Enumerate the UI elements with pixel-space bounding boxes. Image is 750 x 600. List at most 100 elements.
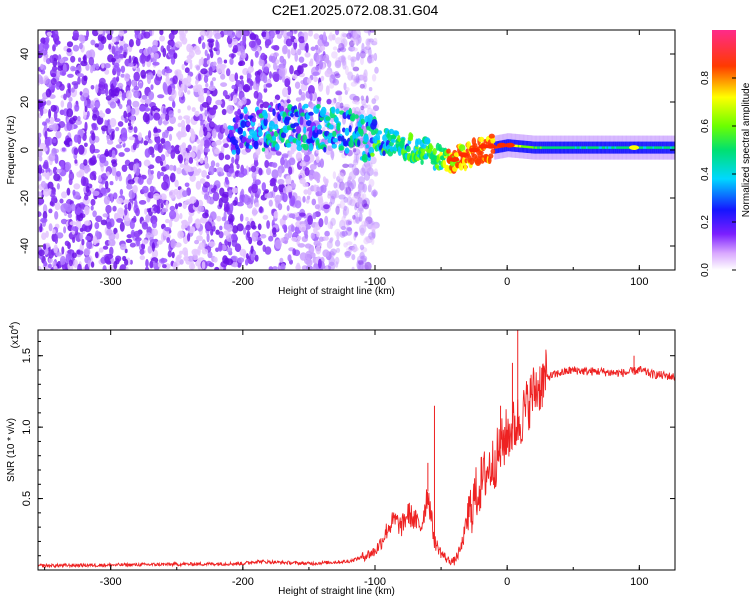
noise-speckle <box>242 30 250 37</box>
noise-speckle <box>42 121 47 126</box>
ridge-blob <box>237 127 243 134</box>
noise-speckle <box>49 201 54 206</box>
noise-speckle <box>126 234 133 239</box>
noise-speckle <box>328 32 334 42</box>
ridge-blob <box>237 108 242 115</box>
noise-speckle <box>159 30 164 36</box>
ridge-line <box>666 146 669 149</box>
ridge-line <box>657 146 660 149</box>
noise-speckle <box>281 45 288 55</box>
noise-speckle <box>188 215 193 224</box>
chart-title: C2E1.2025.072.08.31.G04 <box>271 2 439 18</box>
noise-speckle <box>194 110 200 117</box>
noise-speckle <box>90 100 95 110</box>
noise-speckle <box>281 153 289 158</box>
noise-speckle <box>307 215 313 226</box>
noise-speckle <box>251 207 258 217</box>
ridge-blob <box>401 137 405 144</box>
noise-speckle <box>140 69 147 79</box>
noise-speckle <box>328 82 335 89</box>
noise-speckle <box>160 160 164 166</box>
noise-speckle <box>217 171 222 177</box>
ridge-blob <box>244 114 249 121</box>
noise-speckle <box>356 51 361 61</box>
noise-speckle <box>109 181 114 186</box>
noise-speckle <box>73 147 79 155</box>
ridge-line <box>595 146 598 149</box>
noise-speckle <box>310 46 316 52</box>
ridge-blob <box>278 105 285 113</box>
ridge-blob <box>337 135 342 142</box>
noise-speckle <box>109 101 117 109</box>
x-tick-label: 100 <box>630 576 648 588</box>
noise-speckle <box>79 91 83 96</box>
noise-speckle <box>303 155 311 162</box>
noise-speckle <box>231 233 238 241</box>
noise-speckle <box>144 266 150 270</box>
noise-speckle <box>177 122 182 128</box>
noise-speckle <box>313 76 318 83</box>
noise-speckle <box>317 161 321 168</box>
noise-speckle <box>124 147 131 153</box>
noise-speckle <box>239 75 244 80</box>
noise-speckle <box>91 132 96 141</box>
noise-speckle <box>341 215 346 224</box>
noise-speckle <box>198 129 204 138</box>
ridge-blob <box>459 144 466 152</box>
noise-speckle <box>190 130 196 141</box>
noise-speckle <box>349 93 357 101</box>
noise-speckle <box>272 266 278 270</box>
noise-speckle <box>196 160 200 167</box>
noise-speckle <box>359 244 365 250</box>
noise-speckle <box>251 231 259 242</box>
noise-speckle <box>102 213 109 218</box>
noise-speckle <box>224 154 231 160</box>
ridge-line <box>589 146 592 149</box>
noise-speckle <box>45 118 51 123</box>
noise-speckle <box>368 178 375 188</box>
noise-speckle <box>290 182 297 189</box>
noise-speckle <box>205 82 209 88</box>
noise-speckle <box>160 203 164 209</box>
ridge-blob <box>316 129 323 135</box>
noise-speckle <box>183 250 189 258</box>
noise-speckle <box>118 103 123 110</box>
noise-speckle <box>160 138 166 144</box>
noise-speckle <box>319 185 324 193</box>
noise-speckle <box>266 220 270 229</box>
noise-speckle <box>220 73 226 80</box>
noise-speckle <box>116 197 124 205</box>
ridge-line <box>652 146 655 149</box>
noise-speckle <box>174 179 179 188</box>
noise-speckle <box>226 247 233 253</box>
noise-speckle <box>351 254 356 261</box>
noise-speckle <box>181 125 186 136</box>
noise-speckle <box>165 113 170 121</box>
noise-speckle <box>46 136 53 146</box>
noise-speckle <box>143 140 149 146</box>
noise-speckle <box>105 86 109 97</box>
ridge-line <box>646 146 649 149</box>
noise-speckle <box>135 38 141 47</box>
noise-speckle <box>52 138 57 143</box>
colorbar-tick-label: 0.0 <box>700 263 711 277</box>
ridge-blob <box>235 147 241 155</box>
noise-speckle <box>187 105 191 111</box>
noise-speckle <box>184 160 189 166</box>
noise-speckle <box>346 180 352 188</box>
ridge-blob <box>478 150 484 155</box>
noise-speckle <box>363 171 371 181</box>
noise-speckle <box>315 65 320 71</box>
noise-speckle <box>165 164 170 171</box>
noise-speckle <box>134 137 139 147</box>
noise-speckle <box>351 195 359 204</box>
noise-speckle <box>111 37 117 43</box>
ridge-blob <box>272 108 276 116</box>
noise-speckle <box>61 191 68 199</box>
noise-speckle <box>339 199 345 209</box>
noise-speckle <box>199 30 207 37</box>
ridge-blob <box>361 153 369 163</box>
ridge-blob <box>360 118 365 125</box>
noise-speckle <box>208 40 214 48</box>
ridge-line <box>670 146 673 149</box>
